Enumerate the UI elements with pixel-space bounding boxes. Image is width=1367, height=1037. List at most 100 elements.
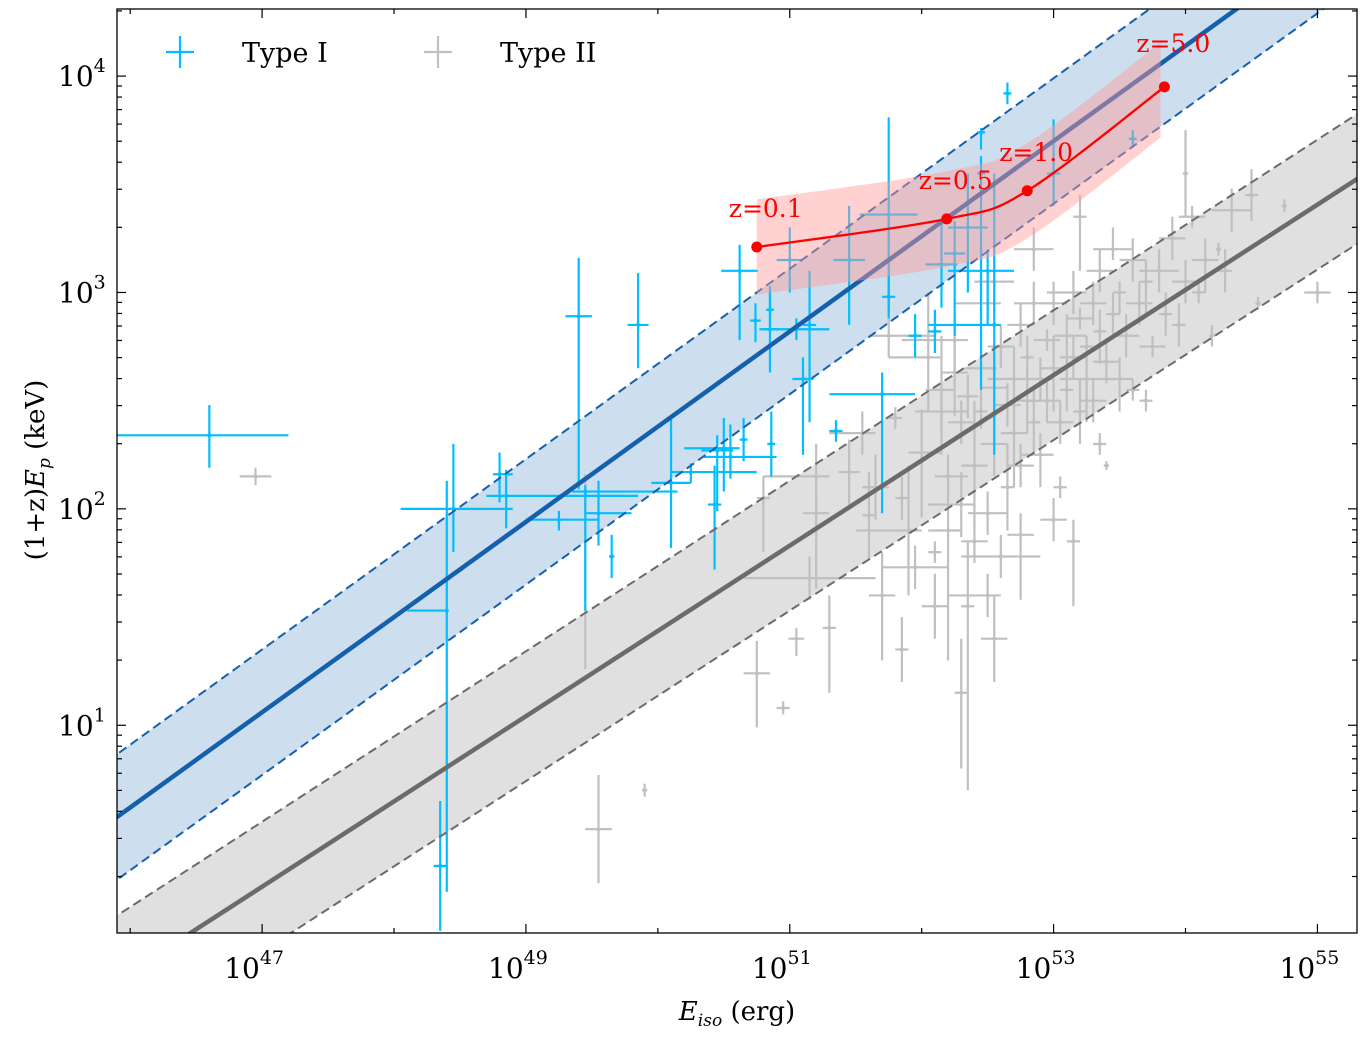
type-ii-marker [814, 511, 819, 516]
type-i-point [1128, 130, 1137, 148]
legend-label-type-ii: Type II [500, 38, 596, 69]
type-i-point [117, 405, 289, 468]
type-ii-point [1066, 307, 1094, 330]
type-i-fit-upper-bound [117, 9, 1152, 756]
type-i-point [750, 303, 761, 343]
redshift-point [941, 213, 953, 225]
type-i-point [977, 128, 985, 150]
type-ii-point [1047, 400, 1074, 444]
type-i-point [944, 221, 966, 336]
type-ii-marker [992, 636, 997, 641]
type-ii-point [1106, 292, 1120, 336]
x-tick-label: 1047 [224, 947, 284, 985]
type-ii-marker [253, 474, 258, 479]
type-ii-marker [1058, 485, 1063, 490]
y-tick-base: 10 [58, 709, 94, 742]
type-ii-point [948, 573, 1001, 618]
type-ii-point [957, 374, 979, 418]
type-ii-marker [1143, 398, 1148, 403]
type-ii-marker [985, 511, 990, 516]
type-ii-marker [1071, 290, 1076, 295]
type-ii-marker [1110, 247, 1115, 252]
type-ii-point [1007, 443, 1034, 488]
redshift-label: z=5.0 [1136, 29, 1210, 58]
type-ii-point [1139, 335, 1166, 358]
type-ii-marker [1209, 333, 1214, 338]
type-i-marker [737, 268, 742, 273]
type-ii-marker [998, 344, 1003, 349]
type-ii-marker [899, 496, 904, 501]
type-ii-point [1244, 169, 1259, 222]
type-ii-marker [1097, 441, 1102, 446]
type-ii-marker [807, 576, 812, 581]
type-ii-marker [1256, 301, 1261, 306]
type-ii-marker [1097, 268, 1102, 273]
x-tick-base: 10 [1016, 952, 1052, 985]
type-ii-marker [1216, 247, 1221, 252]
type-ii-point [1066, 519, 1080, 607]
y-tick-exp: 4 [94, 55, 106, 77]
type-ii-marker [1124, 333, 1129, 338]
x-tick-label: 1055 [1280, 947, 1340, 985]
type-ii-marker [866, 513, 871, 518]
type-i-point [627, 273, 649, 369]
type-i-point [776, 227, 803, 293]
type-ii-marker [1064, 387, 1069, 392]
type-i-point [707, 465, 722, 570]
type-i-marker [712, 502, 717, 507]
type-ii-marker [1110, 312, 1115, 317]
type-ii-point [1281, 199, 1288, 213]
type-ii-marker [1143, 279, 1148, 284]
type-ii-marker [1018, 463, 1023, 468]
type-ii-marker [1018, 532, 1023, 537]
y-tick-exp: 2 [94, 488, 106, 510]
type-i-marker [556, 517, 561, 522]
type-ii-point [838, 439, 860, 505]
type-i-point [829, 420, 843, 442]
type-ii-point [1139, 260, 1153, 315]
type-ii-marker [998, 554, 1003, 559]
type-ii-point [239, 467, 272, 486]
type-ii-point [1099, 357, 1133, 412]
type-ii-marker [827, 625, 832, 630]
type-ii-point [1182, 130, 1189, 217]
type-ii-marker [919, 450, 924, 455]
type-i-marker [1130, 136, 1135, 141]
type-i-point [767, 411, 776, 477]
type-ii-marker [913, 565, 918, 570]
type-i-marker [609, 554, 614, 559]
type-i-marker [715, 448, 720, 453]
type-i-marker [207, 433, 212, 438]
type-ii-point [743, 556, 876, 600]
type-ii-marker [1031, 301, 1036, 306]
y-tick-label: 101 [58, 704, 106, 742]
type-ii-marker [1051, 301, 1056, 306]
type-ii-point [1040, 498, 1067, 542]
type-ii-point [1103, 461, 1109, 470]
type-ii-marker [959, 420, 964, 425]
type-i-marker [880, 392, 885, 397]
type-ii-marker [1012, 377, 1017, 382]
type-i-point [433, 801, 447, 931]
type-ii-point [1218, 249, 1232, 293]
y-tick-base: 10 [58, 276, 94, 309]
type-i-marker [576, 314, 581, 319]
redshift-track-band [756, 42, 1161, 295]
type-ii-point [1093, 227, 1133, 261]
type-ii-marker [1077, 214, 1082, 219]
legend-entry-type-i: Type I [166, 36, 328, 69]
type-ii-marker [1229, 208, 1234, 213]
type-i-point [565, 257, 592, 490]
type-ii-marker [1045, 398, 1049, 403]
type-i-point [928, 309, 942, 354]
type-ii-point [1007, 513, 1034, 600]
type-i-marker [728, 454, 733, 459]
y-tick-base: 10 [58, 60, 94, 93]
type-i-marker [438, 863, 443, 868]
type-ii-marker [886, 333, 891, 338]
x-tick-label: 1053 [1016, 947, 1076, 985]
type-ii-marker [794, 636, 799, 641]
type-i-marker [1005, 91, 1010, 96]
x-tick-base: 10 [224, 952, 260, 985]
